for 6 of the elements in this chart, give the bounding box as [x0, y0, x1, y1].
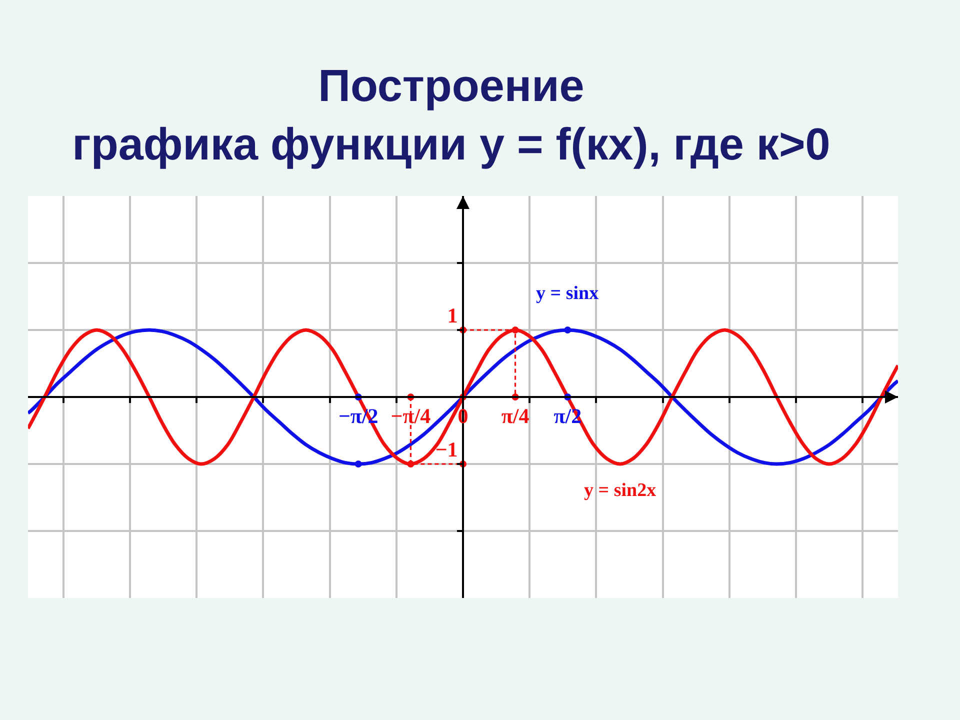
series-label: y = sinx — [536, 283, 600, 304]
y-tick-label: −1 — [435, 438, 458, 462]
x-tick-label: π/4 — [501, 404, 530, 428]
chart-title: Построение графика функции y = f(кх), где к>0 — [72, 60, 830, 170]
series-label: y = sin2x — [584, 480, 657, 501]
y-tick-label: 1 — [447, 304, 458, 328]
